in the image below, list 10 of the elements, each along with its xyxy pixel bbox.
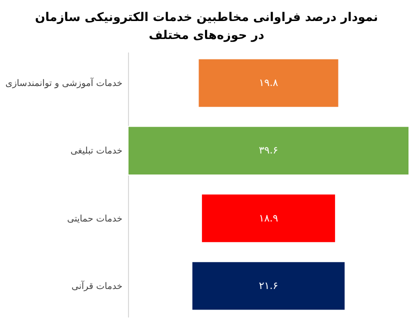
text: در حوزه‌های مختلف: [148, 28, 264, 42]
data-label: ۱۸.۹: [258, 213, 278, 224]
data-label: ۲۱.۶: [258, 280, 278, 292]
category-label: خدمات تبلیغی: [70, 146, 122, 157]
category-label: خدمات آموزشی و توانمندسازی: [5, 77, 122, 90]
category-label: خدمات حمایتی: [67, 214, 122, 224]
data-label: ۳۹.۶: [258, 146, 278, 157]
category-label: خدمات قرآنی: [72, 280, 122, 292]
text: نمودار درصد فراوانی مخاطبین خدمات الکترونیکی سازمان: [35, 10, 378, 24]
data-label: ۱۹.۸: [258, 78, 279, 90]
